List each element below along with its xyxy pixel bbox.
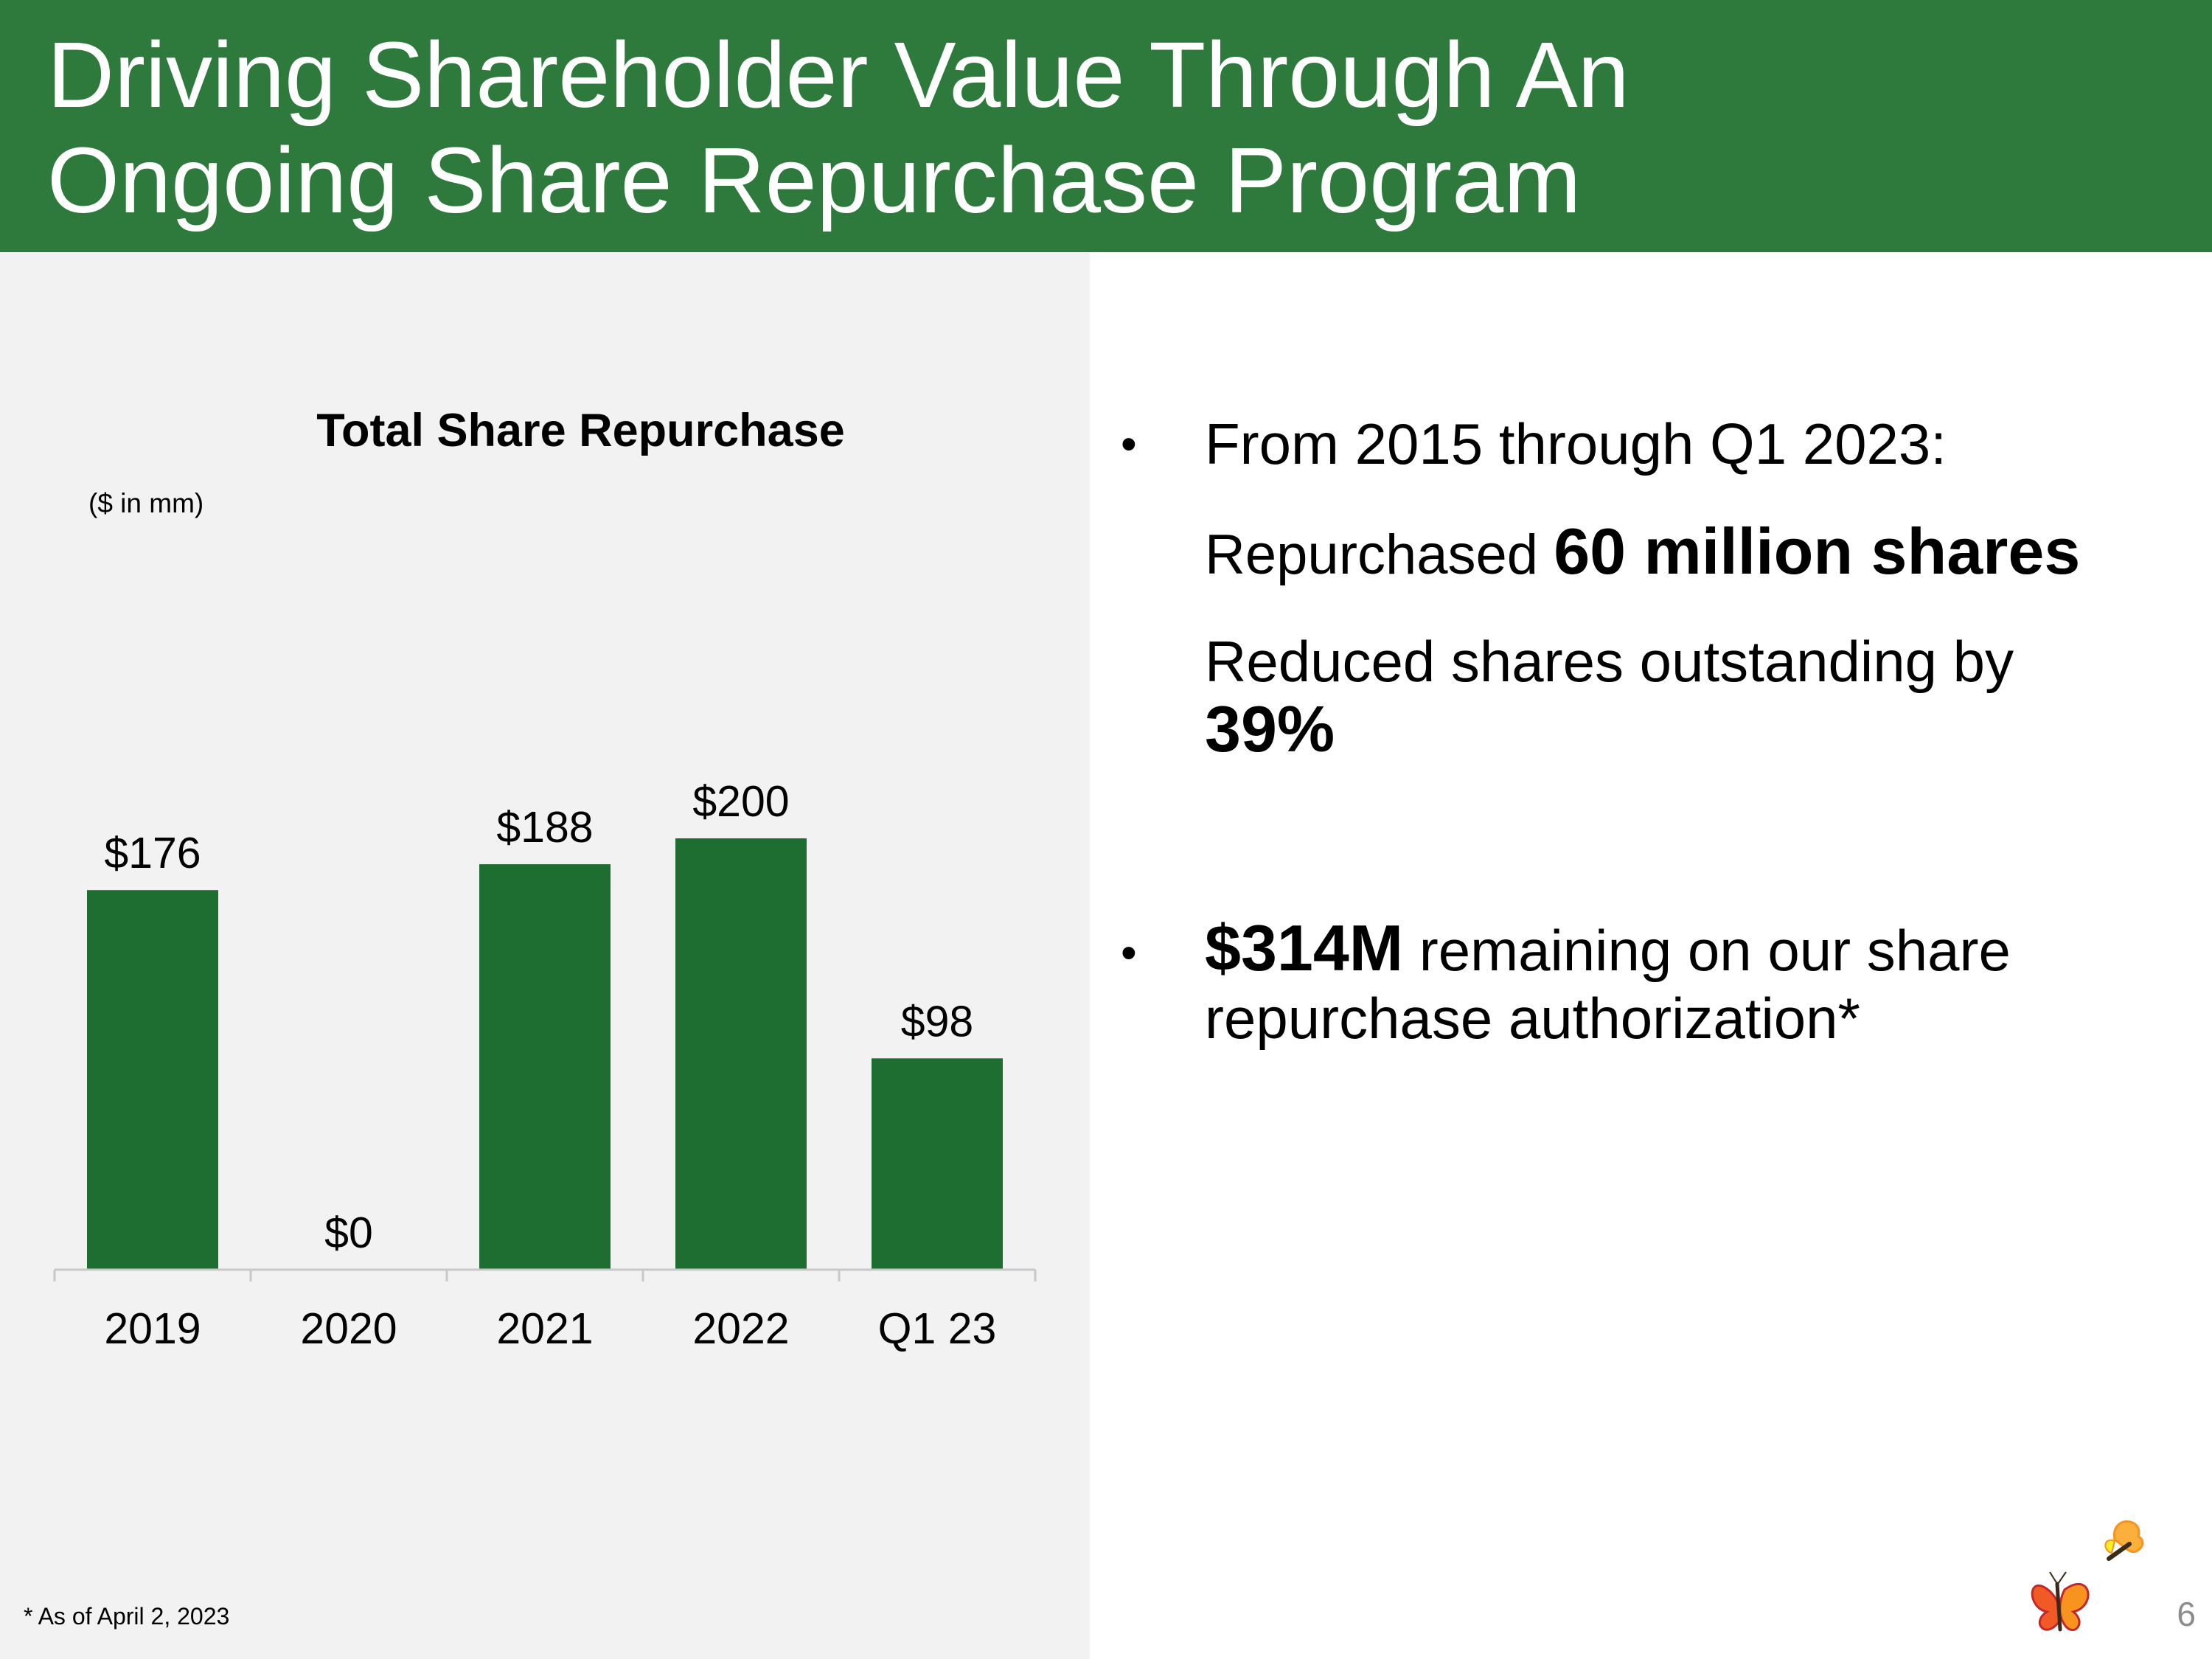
butterfly-logo-icon: [2031, 1520, 2144, 1632]
yellow-butterfly-icon: [2104, 1520, 2144, 1561]
data-label: $0: [324, 1208, 373, 1257]
bar-2021: [479, 864, 611, 1270]
orange-butterfly-icon: [2031, 1571, 2090, 1632]
page-number: 6: [2177, 1595, 2196, 1633]
slide-title-line-2: Ongoing Share Repurchase Program: [47, 128, 1582, 232]
reduced-shares-value: 39%: [1205, 692, 1335, 765]
data-label: $200: [692, 777, 789, 826]
reduced-shares-label: Reduced shares outstanding by: [1205, 629, 2014, 694]
bar-q1-23: [872, 1058, 1003, 1270]
header-bar: Driving Shareholder Value Through An Ong…: [0, 0, 2212, 252]
slide-title-line-1: Driving Shareholder Value Through An: [47, 23, 1630, 127]
data-label: $176: [104, 829, 201, 877]
repurchased-label: Repurchased: [1205, 524, 1539, 586]
repurchased-shares-value: 60 million shares: [1554, 515, 2081, 588]
bar-2019: [87, 890, 218, 1270]
x-tick-label: 2022: [692, 1304, 789, 1353]
bullet-2-authorization: $314M remaining on our share repurchase …: [1205, 914, 2178, 1052]
x-tick-label: 2019: [104, 1304, 201, 1353]
bar-2022: [675, 838, 807, 1270]
data-label: $188: [496, 803, 593, 852]
bullet-1-repurchased: Repurchased 60 million shares: [1205, 518, 2080, 589]
slide-title: Driving Shareholder Value Through An Ong…: [47, 22, 2112, 233]
x-tick-label: 2020: [300, 1304, 397, 1353]
data-label: $98: [901, 997, 973, 1046]
footnote: * As of April 2, 2023: [24, 1603, 230, 1630]
bullet-dot-1: •: [1121, 419, 1137, 470]
bullet-1-reduced: Reduced shares outstanding by 39%: [1205, 627, 2163, 765]
x-tick-label: 2021: [496, 1304, 593, 1353]
bullet-dot-2: •: [1121, 928, 1137, 978]
x-tick-label: Q1 23: [878, 1304, 997, 1353]
chart-unit-label: ($ in mm): [88, 488, 204, 518]
remaining-authorization-value: $314M: [1205, 911, 1404, 984]
chart-title: Total Share Repurchase: [316, 405, 845, 456]
remaining-authorization-text: remaining on our share repurchase author…: [1205, 918, 2011, 1051]
bullet-1-intro: From 2015 through Q1 2023:: [1205, 411, 1947, 476]
